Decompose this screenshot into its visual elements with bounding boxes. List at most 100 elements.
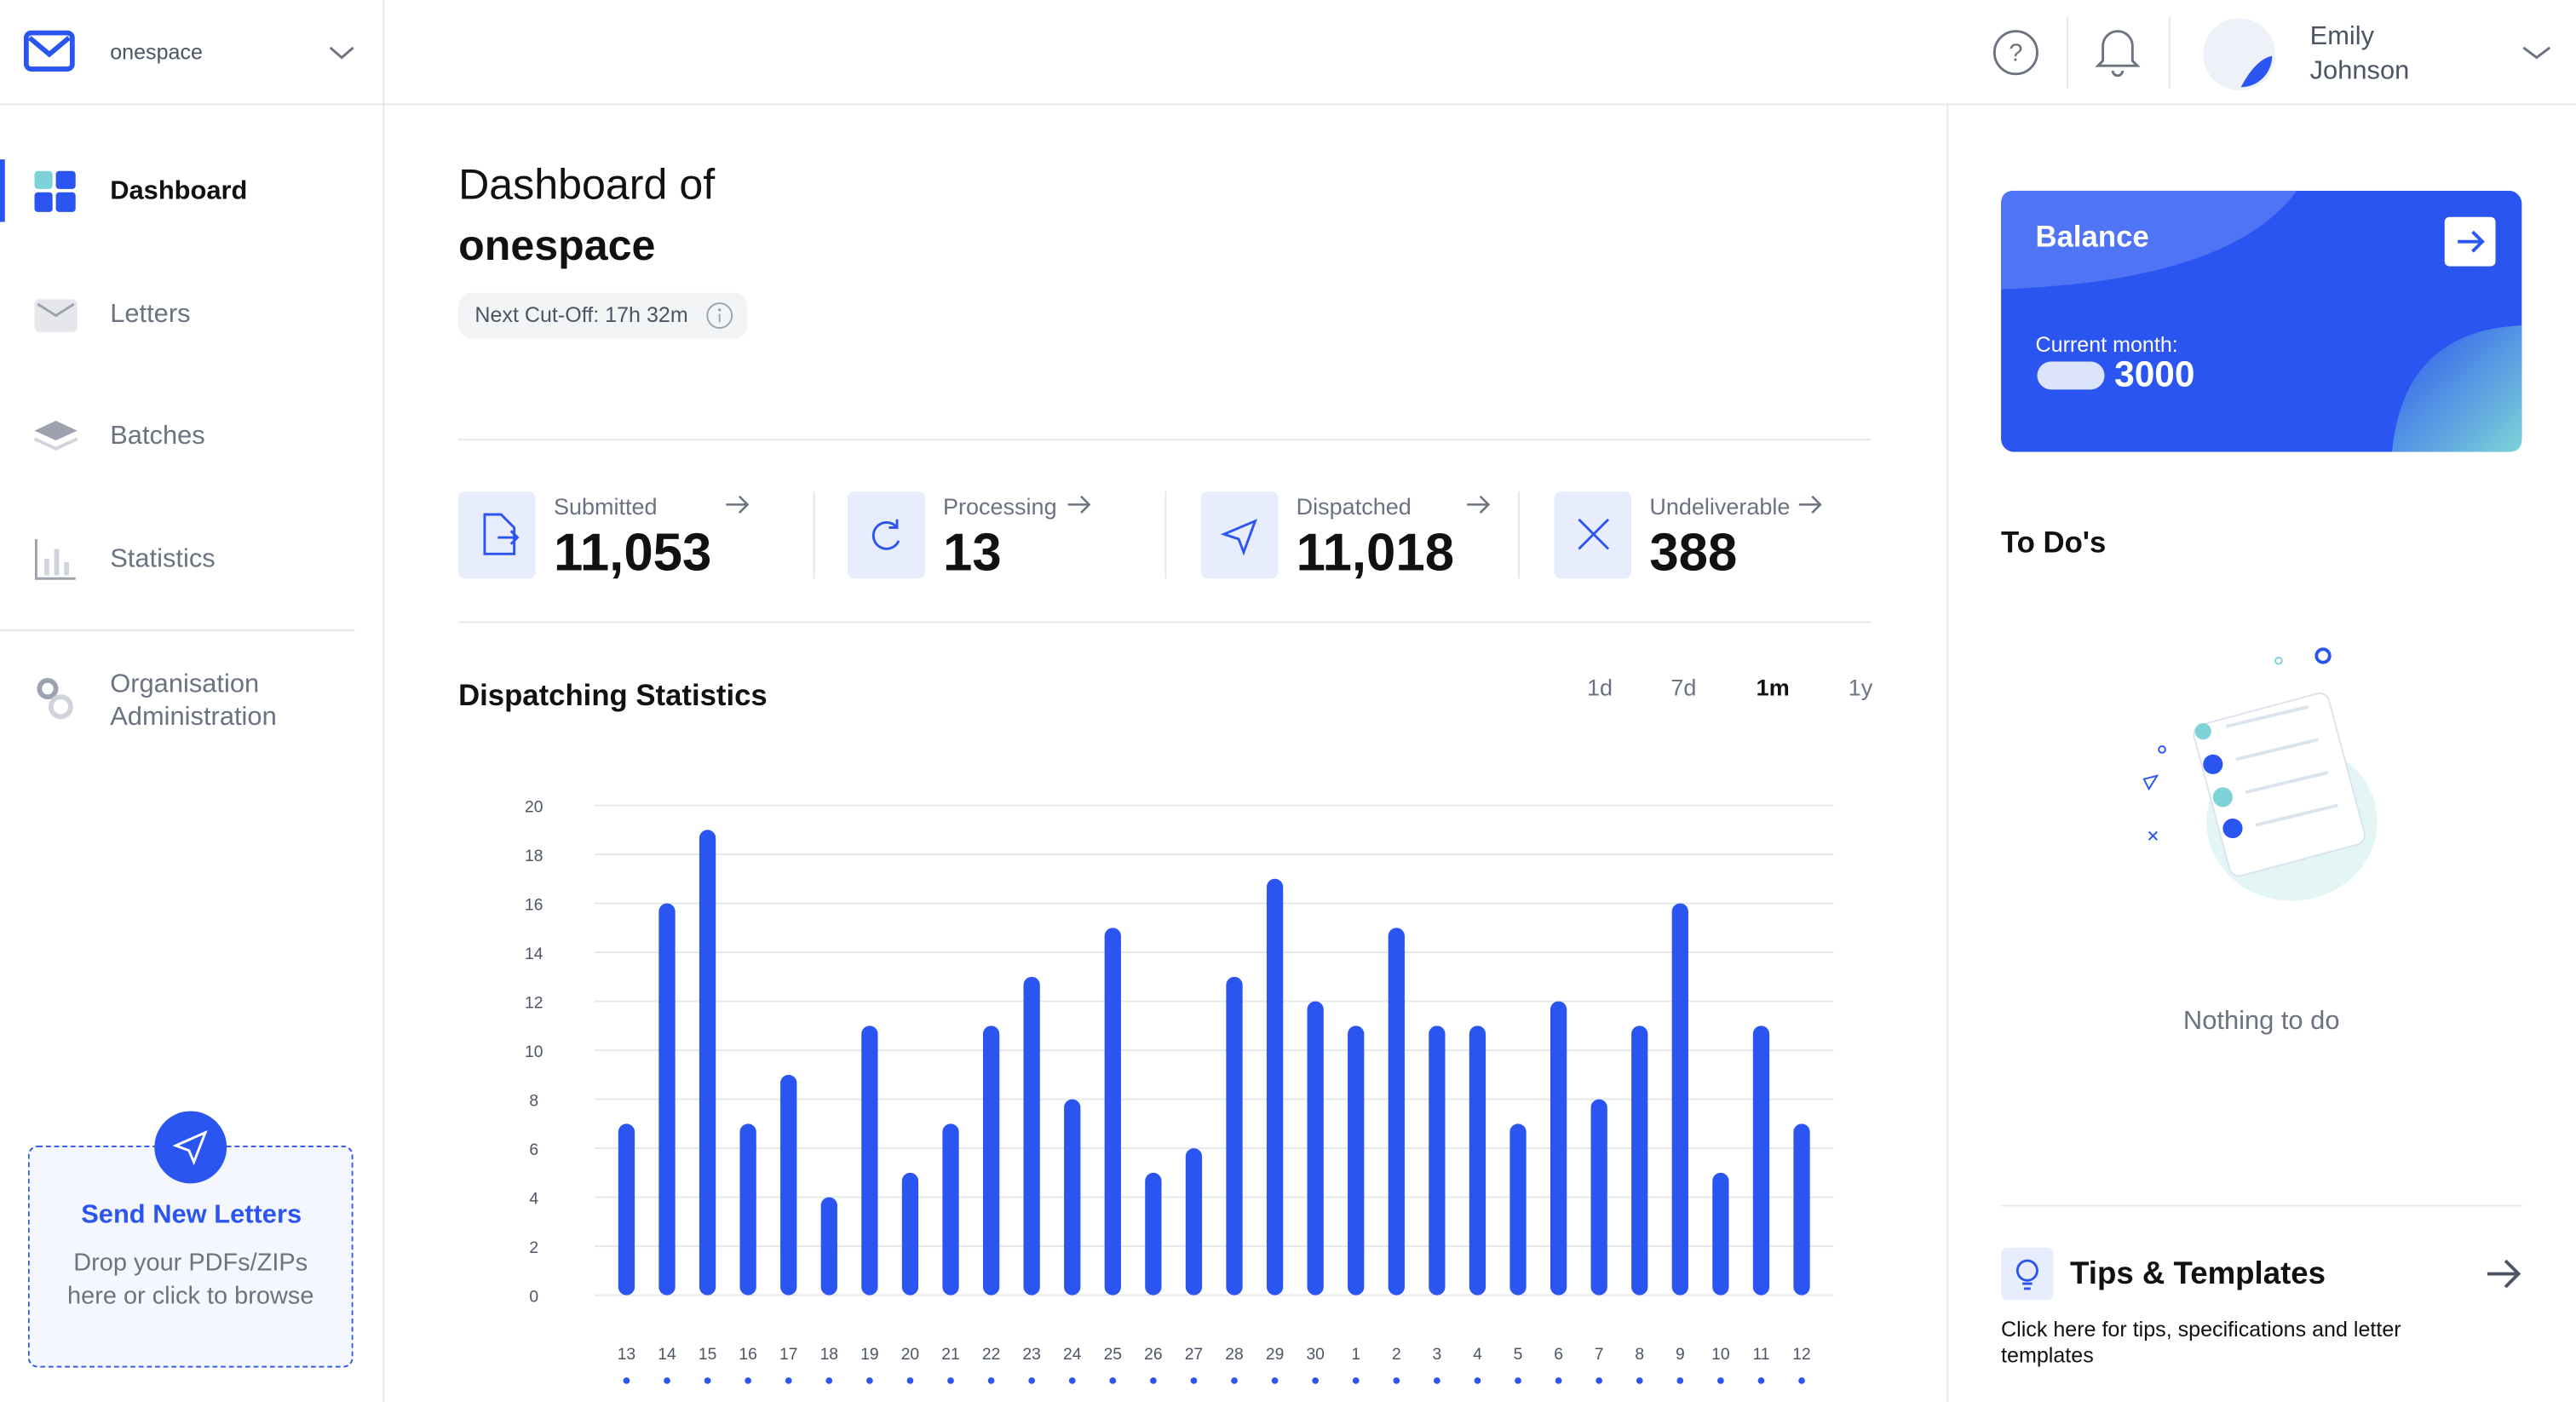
x-tick-dot <box>1312 1377 1320 1384</box>
arrow-icon[interactable] <box>725 493 751 516</box>
icon <box>871 519 900 550</box>
y-tick-label: 4 <box>529 1190 538 1208</box>
notifications-button[interactable] <box>2093 25 2142 78</box>
user-menu-icon[interactable] <box>2521 44 2551 60</box>
avatar[interactable] <box>2201 16 2280 92</box>
nav-icon <box>34 299 78 332</box>
tips-title[interactable]: Tips & Templates <box>2070 1257 2326 1292</box>
balance-card[interactable] <box>2001 190 2522 452</box>
period-option[interactable]: 1d <box>1587 674 1613 701</box>
y-tick-label: 0 <box>529 1288 538 1306</box>
stat-label[interactable]: Submitted <box>553 492 658 520</box>
nav-item[interactable]: Letters <box>110 301 191 329</box>
divider <box>0 629 355 632</box>
arrow-icon[interactable] <box>1067 493 1093 516</box>
x-tick-label: 15 <box>699 1346 716 1364</box>
bar <box>861 1026 878 1296</box>
x-tick-label: 10 <box>1711 1346 1729 1364</box>
x-tick-label: 2 <box>1392 1346 1401 1364</box>
bar <box>942 1123 959 1296</box>
balance-title[interactable]: Balance <box>2035 220 2149 254</box>
send-icon[interactable] <box>152 1110 228 1186</box>
x-tick-label: 18 <box>820 1346 838 1364</box>
nav-item[interactable]: Statistics <box>110 545 216 574</box>
x-tick-label: 4 <box>1473 1346 1482 1364</box>
x-tick-label: 20 <box>901 1346 919 1364</box>
arrow-icon[interactable] <box>1797 493 1824 516</box>
nav-item[interactable]: Dashboard <box>110 177 248 206</box>
y-tick-label: 6 <box>529 1141 538 1159</box>
bar <box>739 1123 756 1296</box>
x-tick-label: 21 <box>941 1346 959 1364</box>
stat-label[interactable]: Processing <box>943 492 1057 520</box>
tips-arrow[interactable] <box>2484 1255 2523 1291</box>
upload-title[interactable]: Send New Letters <box>81 1201 302 1230</box>
x-tick-label: 8 <box>1635 1346 1644 1364</box>
x-tick-dot <box>1757 1377 1765 1384</box>
x-tick-label: 16 <box>739 1346 756 1364</box>
bar <box>1388 928 1405 1296</box>
x-tick-dot <box>1555 1377 1562 1384</box>
y-tick-label: 18 <box>525 848 543 865</box>
icon <box>1220 519 1257 556</box>
arrow-icon[interactable] <box>1465 493 1492 516</box>
stat-value: 388 <box>1649 522 1738 583</box>
balance-label[interactable]: Current month: <box>2035 331 2178 357</box>
bar <box>982 1026 1000 1296</box>
bar <box>1145 1172 1162 1296</box>
bar <box>1226 976 1243 1296</box>
x-tick-dot <box>866 1377 873 1384</box>
x-tick-dot <box>1515 1377 1521 1384</box>
x-tick-dot <box>1231 1377 1238 1384</box>
stat-label[interactable]: Dispatched <box>1296 492 1412 520</box>
x-tick-label: 12 <box>1792 1346 1810 1364</box>
stat-arrow[interactable] <box>1067 493 1093 525</box>
y-tick-label: 12 <box>525 994 543 1012</box>
divider <box>2001 1204 2522 1207</box>
user-name[interactable]: Emily Johnson <box>2309 23 2410 86</box>
x-tick-dot <box>1596 1377 1603 1384</box>
tips-text[interactable]: Click here for tips, specifications and … <box>2001 1316 2401 1368</box>
nav-icon <box>33 421 78 451</box>
stat-label[interactable]: Undeliverable <box>1649 492 1791 520</box>
y-tick-label: 20 <box>525 798 543 816</box>
bar <box>1348 1026 1365 1296</box>
period-option[interactable]: 7d <box>1670 674 1697 701</box>
bar <box>1550 1001 1567 1296</box>
nav-item[interactable]: Organisation Administration <box>110 670 277 732</box>
bar <box>1671 903 1688 1296</box>
stat-arrow[interactable] <box>725 493 751 525</box>
dropdown-icon[interactable] <box>329 44 355 60</box>
stat-value: 13 <box>943 522 1002 583</box>
stat-icon <box>458 491 536 579</box>
bar <box>1793 1123 1810 1296</box>
todo-illustration <box>2142 647 2378 901</box>
divider <box>1946 103 1949 1402</box>
divider <box>1518 491 1520 579</box>
workspace-name[interactable]: onespace <box>110 39 203 65</box>
stat-arrow[interactable] <box>1797 493 1824 525</box>
divider <box>458 439 1872 441</box>
cutoff-badge: Next Cut-Off: 17h 32m <box>458 292 748 339</box>
nav-icon <box>34 170 76 212</box>
nav-item[interactable]: Batches <box>110 422 205 451</box>
upload-text[interactable]: Drop your PDFs/ZIPs here or click to bro… <box>67 1249 314 1310</box>
info-icon[interactable] <box>704 301 734 330</box>
balance-amount[interactable]: 3000 <box>2114 353 2195 395</box>
stat-arrow[interactable] <box>1465 493 1492 525</box>
x-tick-label: 14 <box>658 1346 676 1364</box>
bar <box>901 1172 919 1296</box>
period-option[interactable]: 1y <box>1848 674 1873 701</box>
bar <box>1023 976 1040 1296</box>
period-option[interactable]: 1m <box>1756 674 1790 701</box>
help-button[interactable]: ? <box>1988 25 2044 81</box>
x-tick-dot <box>1271 1377 1279 1384</box>
divider <box>1164 491 1167 579</box>
x-tick-dot <box>987 1377 995 1384</box>
x-tick-dot <box>1636 1377 1643 1384</box>
bar <box>1469 1026 1486 1296</box>
tips-icon[interactable] <box>2001 1247 2054 1301</box>
bar <box>820 1197 837 1296</box>
nav-icon <box>34 538 76 580</box>
